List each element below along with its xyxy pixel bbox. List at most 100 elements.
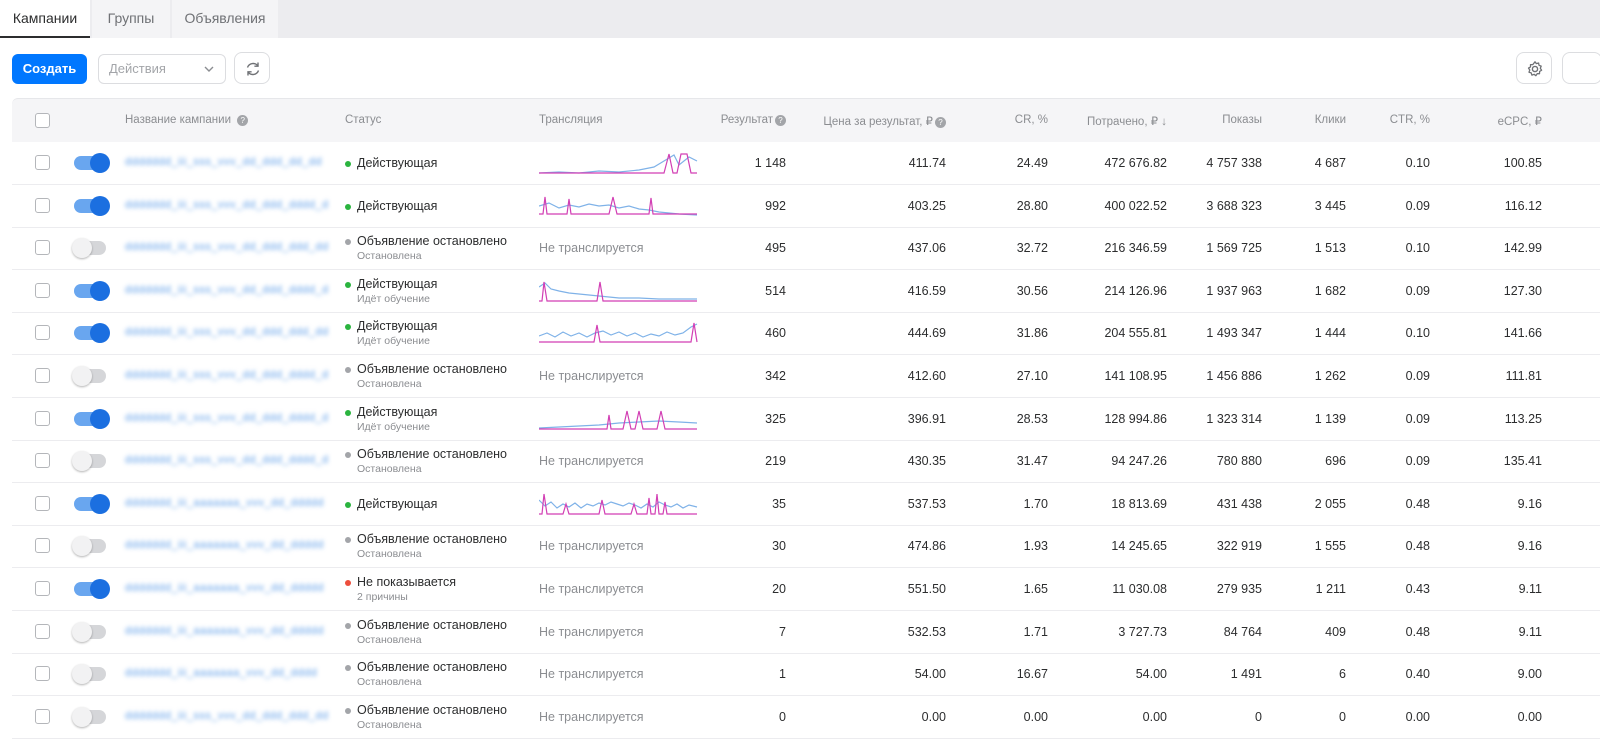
campaign-toggle[interactable] [74, 408, 110, 429]
table-row[interactable]: ddddddd_iii_aaaaaaa_vvv_dd_dddd Объявлени… [12, 653, 1600, 697]
cell-ecpc: 111.81 [1505, 369, 1542, 383]
cell-clicks: 1 555 [1314, 539, 1346, 554]
cell-spent: 18 813.69 [1111, 496, 1167, 511]
table-row[interactable]: ddddddd_iii_sss_vvv_dd_ddd_dd_dd Действую… [12, 142, 1600, 185]
campaign-toggle[interactable] [72, 664, 106, 685]
col-clicks-header[interactable]: Клики [1314, 114, 1346, 126]
campaign-name-link[interactable]: ddddddd_iii_aaaaaaa_vvv_dd_ddddd [125, 497, 333, 509]
help-icon[interactable]: ? [935, 117, 946, 128]
select-all-checkbox[interactable] [35, 113, 50, 128]
row-checkbox[interactable] [35, 495, 50, 511]
help-icon[interactable]: ? [775, 115, 786, 126]
status-text: Действующая [357, 276, 438, 291]
status-dot [345, 203, 351, 210]
campaign-name-link[interactable]: ddddddd_iii_sss_vvv_dd_ddd_ddd_dd [125, 241, 333, 253]
campaign-name-link[interactable]: ddddddd_iii_aaaaaaa_vvv_dd_ddddd [125, 539, 333, 551]
cell-shows: 1 323 314 [1206, 411, 1262, 426]
campaign-name-link[interactable]: ddddddd_iii_sss_vvv_dd_ddd_ddd_dd [125, 326, 333, 338]
row-checkbox[interactable] [35, 282, 50, 298]
col-ecpc-header[interactable]: eCPC, ₽ [1497, 116, 1542, 128]
campaign-name-link[interactable]: ddddddd_iii_aaaaaaa_vvv_dd_ddddd [125, 582, 333, 594]
col-status-header[interactable]: Статус [345, 114, 382, 126]
campaign-name-link[interactable]: ddddddd_iii_aaaaaaa_vvv_dd_dddd [125, 667, 333, 679]
cell-clicks: 1 682 [1314, 283, 1346, 298]
table-row[interactable]: ddddddd_iii_aaaaaaa_vvv_dd_ddddd Объявлен… [12, 525, 1600, 569]
row-checkbox[interactable] [35, 155, 50, 170]
campaign-name-link[interactable]: ddddddd_iii_sss_vvv_dd_ddd_dddd_d [125, 454, 333, 466]
table-row[interactable]: ddddddd_iii_sss_vvv_dd_ddd_dddd_d Объявле… [12, 355, 1600, 398]
campaign-name: ddddddd_iii_aaaaaaa_vvv_dd_ddddd [125, 624, 324, 637]
table-row[interactable]: ddddddd_iii_sss_vvv_dd_ddd_ddd_dd Объявле… [12, 696, 1600, 739]
row-checkbox[interactable] [35, 368, 50, 383]
row-checkbox[interactable] [35, 623, 50, 639]
col-name-header[interactable]: Название кампании ? [125, 114, 249, 126]
campaign-toggle[interactable] [72, 536, 106, 557]
more-button[interactable] [1562, 52, 1600, 84]
refresh-button[interactable] [234, 52, 270, 84]
cell-ctr: 0.10 [1405, 241, 1430, 256]
campaign-toggle[interactable] [74, 153, 110, 173]
cell-spent: 0.00 [1142, 709, 1167, 724]
campaign-name-link[interactable]: ddddddd_iii_sss_vvv_dd_ddd_ddd_dd [125, 710, 333, 722]
campaign-toggle[interactable] [72, 366, 106, 386]
col-spent-header[interactable]: Потрачено, ₽ ↓ [1086, 116, 1167, 128]
table-row[interactable]: ddddddd_iii_sss_vvv_dd_ddd_dddd_d Действу… [12, 185, 1600, 228]
campaign-name: ddddddd_iii_sss_vvv_dd_ddd_dddd_d [125, 369, 329, 381]
row-checkbox[interactable] [35, 410, 50, 426]
tab-ads[interactable]: Объявления [172, 0, 278, 38]
col-price-header[interactable]: Цена за результат, ₽? [792, 114, 946, 128]
table-row[interactable]: ddddddd_iii_sss_vvv_dd_ddd_ddd_dd Действу… [12, 312, 1600, 356]
campaign-toggle[interactable] [72, 451, 106, 472]
translation-sparkline [539, 153, 698, 174]
cell-clicks: 1 139 [1314, 411, 1346, 426]
campaign-toggle[interactable] [74, 195, 110, 216]
cell-clicks: 1 262 [1314, 369, 1346, 383]
tab-groups[interactable]: Группы [92, 0, 170, 38]
col-result-header[interactable]: Результат? [692, 114, 786, 126]
row-checkbox[interactable] [35, 325, 50, 341]
campaign-toggle[interactable] [74, 579, 110, 599]
actions-dropdown[interactable]: Действия [98, 54, 226, 84]
campaign-name-link[interactable]: ddddddd_iii_sss_vvv_dd_ddd_dddd_d [125, 412, 333, 424]
toggle-knob [72, 451, 92, 472]
table-row[interactable]: ddddddd_iii_sss_vvv_dd_ddd_dddd_d Действу… [12, 270, 1600, 313]
campaign-toggle[interactable] [72, 706, 106, 727]
campaign-toggle[interactable] [74, 493, 110, 514]
table-row[interactable]: ddddddd_iii_aaaaaaa_vvv_dd_ddddd Действую… [12, 483, 1600, 526]
cell-cr: 16.67 [1016, 667, 1048, 682]
table-row[interactable]: ddddddd_iii_sss_vvv_dd_ddd_dddd_d Действу… [12, 398, 1600, 441]
campaign-toggle[interactable] [74, 280, 110, 301]
cell-ecpc: 9.00 [1517, 667, 1542, 682]
cell-price: 411.74 [908, 156, 946, 170]
campaign-name-link[interactable]: ddddddd_iii_sss_vvv_dd_ddd_dd_dd [125, 156, 333, 168]
cell-cr: 31.86 [1016, 326, 1048, 341]
col-ctr-header[interactable]: CTR, % [1389, 114, 1430, 126]
table-row[interactable]: ddddddd_iii_sss_vvv_dd_ddd_dddd_d Объявле… [12, 440, 1600, 484]
col-translation-header[interactable]: Трансляция [539, 114, 603, 126]
campaign-name-link[interactable]: ddddddd_iii_sss_vvv_dd_ddd_dddd_d [125, 199, 333, 211]
translation-sparkline [539, 493, 698, 515]
row-checkbox[interactable] [35, 581, 50, 596]
campaign-toggle[interactable] [74, 323, 110, 344]
create-button[interactable]: Создать [12, 54, 87, 84]
campaign-toggle[interactable] [72, 238, 106, 259]
col-cr-header[interactable]: CR, % [1014, 114, 1048, 126]
table-row[interactable]: ddddddd_iii_aaaaaaa_vvv_dd_ddddd Объявлен… [12, 611, 1600, 654]
campaign-name-link[interactable]: ddddddd_iii_aaaaaaa_vvv_dd_ddddd [125, 625, 333, 637]
cell-cr: 24.49 [1016, 156, 1048, 170]
table-row[interactable]: ddddddd_iii_aaaaaaa_vvv_dd_ddddd Не показ… [12, 568, 1600, 611]
campaign-name-link[interactable]: ddddddd_iii_sss_vvv_dd_ddd_dddd_d [125, 369, 333, 381]
row-checkbox[interactable] [35, 538, 50, 554]
campaign-name-link[interactable]: ddddddd_iii_sss_vvv_dd_ddd_dddd_d [125, 284, 333, 296]
col-shows-header[interactable]: Показы [1222, 114, 1262, 126]
tab-campaigns[interactable]: Кампании [0, 0, 90, 38]
row-checkbox[interactable] [35, 197, 50, 213]
row-checkbox[interactable] [35, 453, 50, 469]
row-checkbox[interactable] [35, 666, 50, 682]
row-checkbox[interactable] [35, 708, 50, 724]
help-icon[interactable]: ? [237, 115, 249, 126]
campaign-toggle[interactable] [72, 621, 106, 642]
settings-button[interactable] [1516, 52, 1552, 84]
table-row[interactable]: ddddddd_iii_sss_vvv_dd_ddd_ddd_dd Объявле… [12, 227, 1600, 271]
row-checkbox[interactable] [35, 240, 50, 256]
